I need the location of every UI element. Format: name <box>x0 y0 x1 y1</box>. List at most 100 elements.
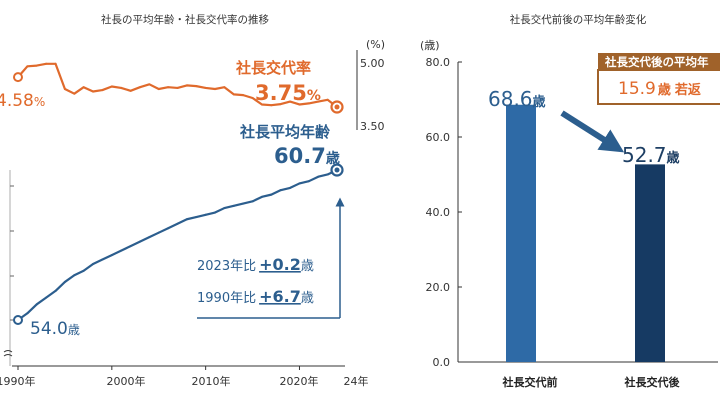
rate-point <box>251 97 254 99</box>
callout-title-bg <box>598 53 720 70</box>
age-point <box>110 254 113 257</box>
rate-point <box>101 89 104 92</box>
age-point <box>35 303 38 306</box>
age-point <box>138 240 141 243</box>
rate-point <box>289 100 292 103</box>
left-chart-title: 社長の平均年齢・社長交代率の推移 <box>101 13 269 26</box>
age-series-label: 社長平均年齢 <box>239 123 331 141</box>
bar-y-tick-label: 20.0 <box>426 281 451 294</box>
rate-point <box>232 93 235 96</box>
rate-point <box>120 86 123 89</box>
age-point <box>13 315 23 325</box>
rate-point <box>214 88 217 90</box>
age-start-unit: 歳 <box>68 323 80 337</box>
age-start-label: 54.0歳 <box>30 319 80 339</box>
rate-point <box>176 86 179 89</box>
age-point <box>232 204 235 207</box>
age-point <box>129 245 132 248</box>
rate-point <box>63 88 66 90</box>
age-point <box>101 258 104 261</box>
rate-point <box>13 72 23 83</box>
age-point <box>270 193 273 196</box>
age-point <box>242 202 245 205</box>
callout-title: 社長交代後の平均年 <box>604 55 709 69</box>
age-axis-ticks <box>10 185 14 321</box>
rate-point <box>326 98 329 101</box>
comparison-2023-unit: 歳 <box>301 259 314 274</box>
rate-point <box>223 86 226 89</box>
rate-point <box>242 94 245 97</box>
age-point <box>157 231 160 234</box>
rate-point <box>129 89 132 92</box>
rate-end-label: 3.75% <box>255 81 321 105</box>
comparison-1990-unit: 歳 <box>301 291 314 306</box>
rate-point <box>195 85 198 88</box>
rate-point <box>204 86 207 89</box>
rate-tick-label: 5.00 <box>360 57 385 70</box>
age-point <box>167 227 170 230</box>
age-point <box>120 249 123 252</box>
rate-tick-label: 3.50 <box>360 120 385 133</box>
age-point <box>54 289 57 292</box>
age-point <box>317 175 320 178</box>
callout-number: 15.9 <box>618 79 656 99</box>
bar-category-label: 社長交代前 <box>502 375 558 389</box>
rate-start-unit: % <box>34 95 45 109</box>
right-chart-title: 社長交代前後の平均年齢変化 <box>510 13 647 26</box>
rate-start-label: 4.58% <box>0 91 45 111</box>
rate-point <box>82 86 85 89</box>
rate-point <box>260 103 263 106</box>
decrease-arrow-icon <box>560 110 625 153</box>
rate-point <box>54 62 57 65</box>
rate-end-unit: % <box>307 88 321 104</box>
age-point <box>82 269 85 272</box>
rate-point <box>185 84 188 87</box>
bar2-value: 52.7 <box>622 143 667 167</box>
age-point <box>279 189 282 192</box>
rate-point <box>298 103 301 106</box>
comparison-1990: 1990年比 +6.7歳 <box>197 287 314 306</box>
bar-y-tick-label: 60.0 <box>426 131 451 144</box>
age-end-label: 60.7歳 <box>274 144 340 168</box>
bar-series <box>506 104 665 362</box>
callout-value: 15.9 歳若返 <box>618 79 701 99</box>
rate-point <box>26 65 29 68</box>
rate-series-label: 社長交代率 <box>235 59 311 77</box>
bar-y-tick-label: 0.0 <box>433 356 451 369</box>
age-point <box>73 274 76 277</box>
x-axis-ticks: 1990年 2000年 2010年 2020年 24年 <box>0 366 369 388</box>
bar2-unit: 歳 <box>667 150 680 166</box>
age-point <box>45 296 48 299</box>
age-end-value: 60.7 <box>274 144 326 168</box>
age-point <box>176 222 179 225</box>
age-point <box>260 195 263 198</box>
rate-series <box>13 62 344 114</box>
bar-value-label: 52.7歳 <box>622 143 680 167</box>
age-point <box>251 200 254 203</box>
age-point <box>195 216 198 219</box>
age-point <box>298 182 301 185</box>
comparison-1990-value: +6.7 <box>259 287 301 306</box>
age-point <box>92 263 95 266</box>
x-tick-label: 2020年 <box>280 374 319 388</box>
rate-point <box>157 88 160 90</box>
age-point <box>185 218 188 221</box>
bar-category-label: 社長交代後 <box>624 375 681 389</box>
comparison-2023-value: +0.2 <box>259 255 301 274</box>
x-tick-label: 24年 <box>344 374 369 388</box>
age-point <box>307 180 310 183</box>
rate-point <box>73 92 76 95</box>
rate-point <box>317 100 320 103</box>
callout-unit: 歳 <box>658 82 671 98</box>
rate-point <box>167 86 170 89</box>
age-point <box>289 186 292 189</box>
bar <box>506 104 536 362</box>
bar-y-tick-label: 80.0 <box>426 56 451 69</box>
bar-value-label: 68.6歳 <box>488 87 546 111</box>
callout-suffix: 若返 <box>674 82 701 98</box>
age-end-unit: 歳 <box>326 150 340 167</box>
rate-point <box>45 62 48 65</box>
axis-break-icon <box>3 350 13 357</box>
callout-box <box>597 69 720 105</box>
